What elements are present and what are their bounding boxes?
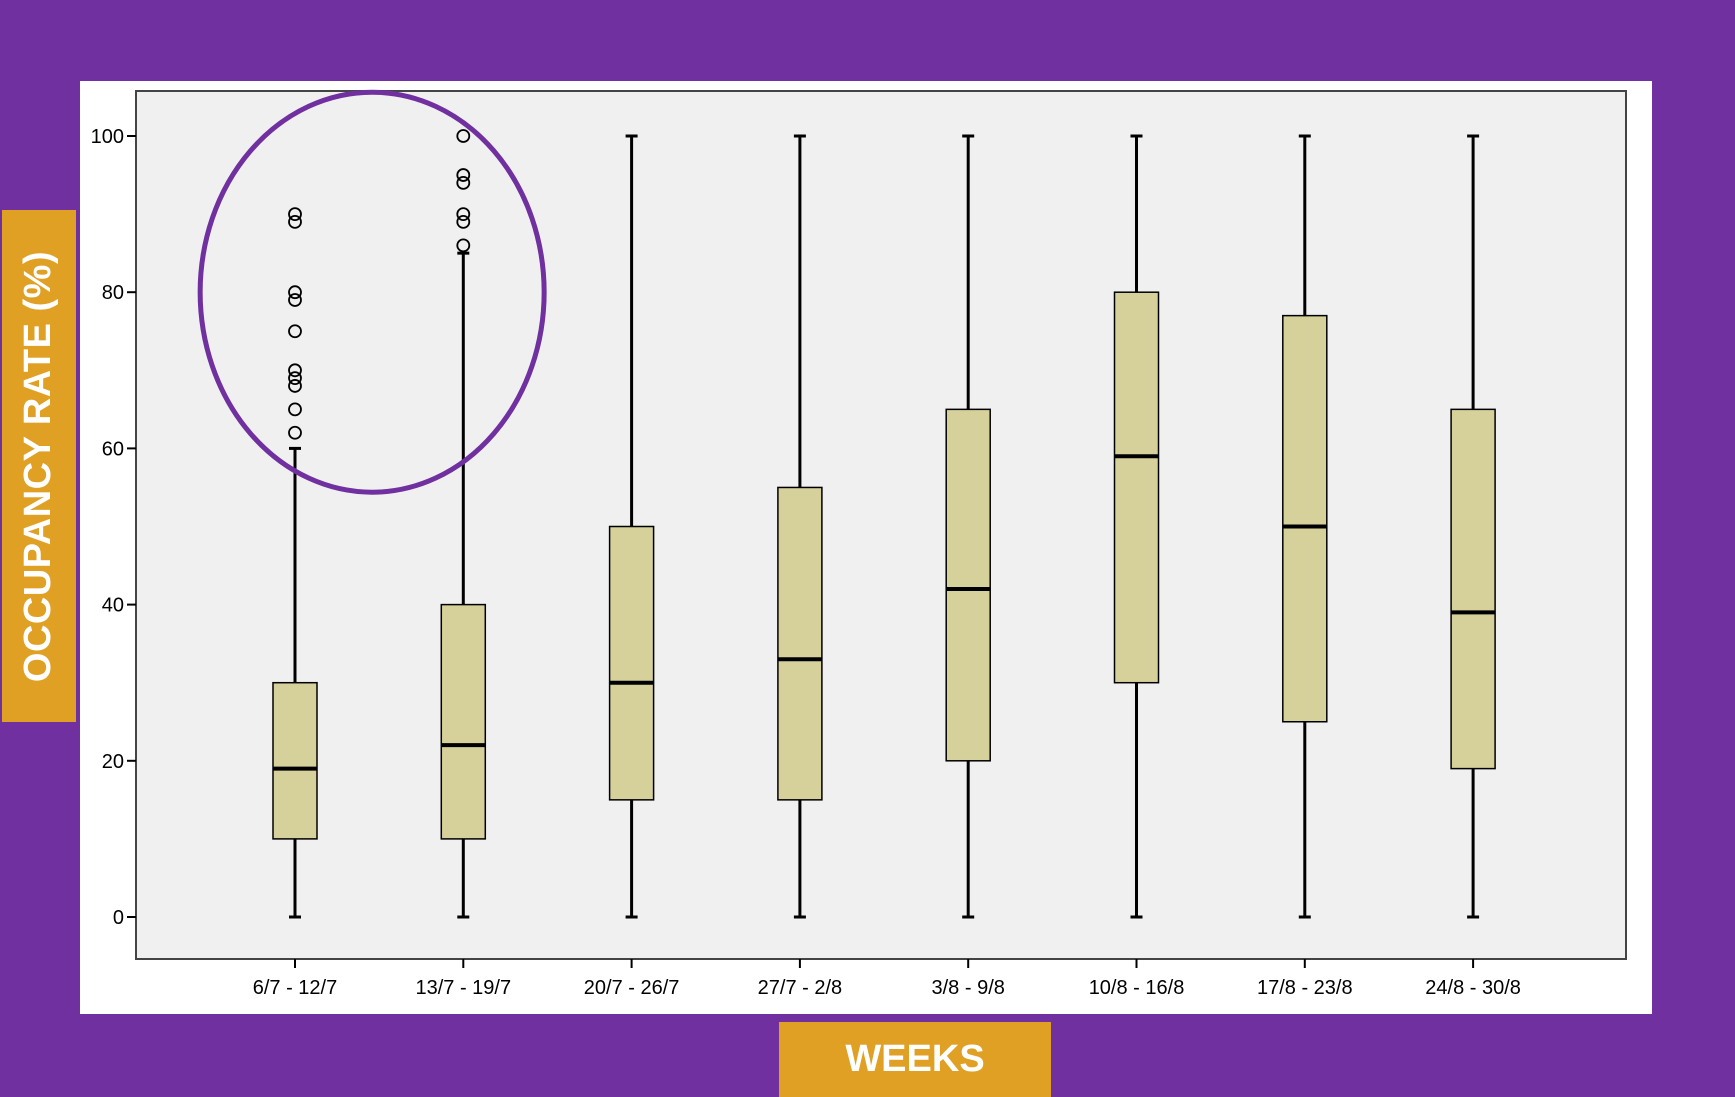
y-tick-label: 0 (113, 907, 124, 929)
outlier-point (288, 371, 302, 386)
outlier-point (288, 324, 302, 339)
x-tick-label: 3/8 - 9/8 (932, 977, 1005, 999)
box (777, 486, 823, 801)
x-tick-label: 6/7 - 12/7 (253, 977, 338, 999)
outlier-point (288, 293, 302, 307)
outlier-point (288, 207, 302, 222)
outlier-point (288, 379, 302, 393)
outlier-point (288, 363, 302, 378)
x-tick-label: 10/8 - 16/8 (1089, 977, 1185, 999)
box-plot-chart: 0 20 40 60 80 100 6/7 - 12/7 13/7 - 19/7 20/7 - … (91, 89, 1627, 999)
outlier-point (288, 215, 302, 229)
box (1450, 408, 1496, 770)
highlight-ellipse (197, 89, 547, 495)
x-tick-label: 17/8 - 23/8 (1257, 977, 1353, 999)
box (608, 525, 655, 801)
outlier-point (288, 402, 302, 417)
plot-area (135, 90, 1627, 960)
x-tick-label: 24/8 - 30/8 (1425, 977, 1521, 999)
outlier-point (288, 425, 302, 440)
outlier-point (456, 238, 471, 253)
y-tick-label: 60 (102, 438, 124, 460)
y-axis-label: OCCUPANCY RATE (%) (17, 250, 60, 682)
x-axis-label-box: WEEKS (779, 1022, 1051, 1097)
y-tick-label: 100 (91, 126, 124, 148)
y-tick-label: 40 (102, 595, 124, 617)
x-tick-label: 27/7 - 2/8 (758, 977, 843, 999)
y-tick-label: 20 (102, 751, 124, 773)
box (1113, 291, 1160, 684)
y-axis-label-box: OCCUPANCY RATE (%) (2, 210, 76, 722)
x-tick-label: 20/7 - 26/7 (584, 977, 680, 999)
outlier-point (456, 175, 471, 190)
outlier-point (456, 129, 471, 143)
x-tick-label: 13/7 - 19/7 (415, 977, 511, 999)
box (945, 408, 991, 762)
outlier-point (456, 215, 471, 229)
y-tick-label: 80 (102, 282, 124, 304)
x-axis-label: WEEKS (845, 1038, 985, 1080)
plot-panel: 0 20 40 60 80 100 6/7 - 12/7 13/7 - 19/7 20/7 - … (80, 81, 1652, 1014)
box (440, 603, 487, 840)
outlier-point (456, 207, 471, 222)
outlier-point (456, 168, 471, 182)
box (1282, 314, 1328, 723)
outlier-point (288, 285, 302, 300)
box (272, 681, 318, 840)
